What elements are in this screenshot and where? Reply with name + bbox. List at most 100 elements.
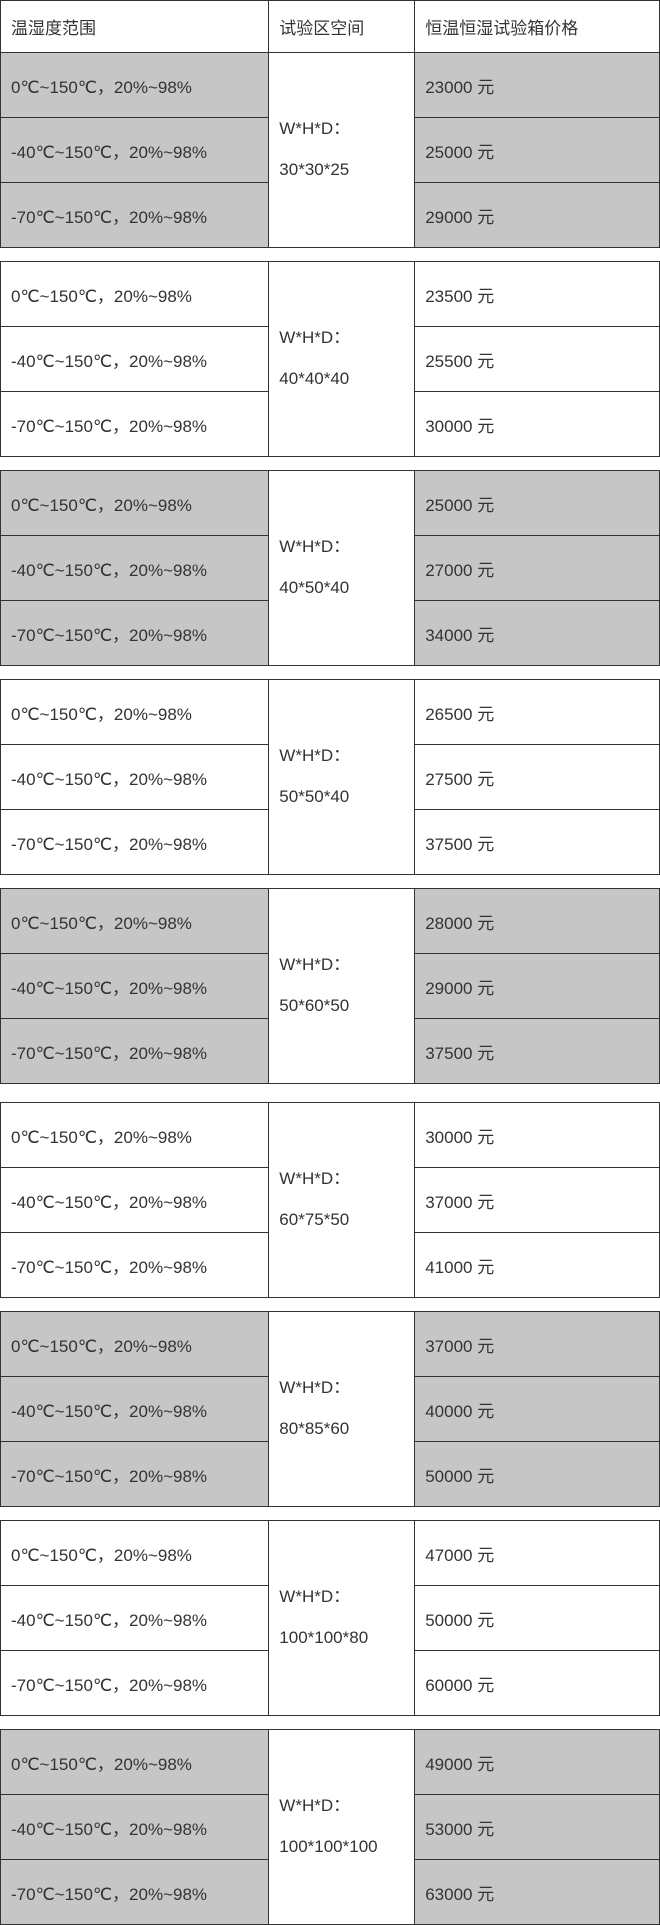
pricing-table-b: 0℃~150℃，20%~98%W*H*D：60*75*5030000 元-40℃… [0, 1102, 660, 1925]
price-cell: 27500 元 [415, 745, 660, 810]
table-row: 0℃~150℃，20%~98%W*H*D：80*85*6037000 元 [1, 1312, 660, 1377]
range-cell: -70℃~150℃，20%~98% [1, 392, 269, 457]
space-cell: W*H*D：60*75*50 [269, 1103, 415, 1298]
price-cell: 37500 元 [415, 1019, 660, 1084]
price-cell: 50000 元 [415, 1442, 660, 1507]
price-cell: 25000 元 [415, 118, 660, 183]
space-cell: W*H*D：30*30*25 [269, 53, 415, 248]
space-prefix: W*H*D： [279, 318, 404, 359]
space-dim: 40*40*40 [279, 359, 404, 400]
range-cell: -40℃~150℃，20%~98% [1, 536, 269, 601]
table-row: 0℃~150℃，20%~98%W*H*D：30*30*2523000 元 [1, 53, 660, 118]
range-cell: -70℃~150℃，20%~98% [1, 1019, 269, 1084]
space-cell: W*H*D：50*50*40 [269, 680, 415, 875]
space-cell: W*H*D：50*60*50 [269, 889, 415, 1084]
space-cell: W*H*D：100*100*80 [269, 1521, 415, 1716]
space-dim: 40*50*40 [279, 568, 404, 609]
group-gap [1, 1298, 660, 1312]
range-cell: 0℃~150℃，20%~98% [1, 889, 269, 954]
table-row: 0℃~150℃，20%~98%W*H*D：50*50*4026500 元 [1, 680, 660, 745]
price-cell: 30000 元 [415, 1103, 660, 1168]
space-dim: 100*100*80 [279, 1618, 404, 1659]
range-cell: 0℃~150℃，20%~98% [1, 53, 269, 118]
space-dim: 60*75*50 [279, 1200, 404, 1241]
group-gap [1, 248, 660, 262]
price-cell: 34000 元 [415, 601, 660, 666]
space-dim: 100*100*100 [279, 1827, 404, 1868]
price-cell: 26500 元 [415, 680, 660, 745]
range-cell: -70℃~150℃，20%~98% [1, 183, 269, 248]
header-price: 恒温恒湿试验箱价格 [415, 1, 660, 53]
range-cell: 0℃~150℃，20%~98% [1, 1521, 269, 1586]
space-cell: W*H*D：40*50*40 [269, 471, 415, 666]
space-prefix: W*H*D： [279, 527, 404, 568]
space-prefix: W*H*D： [279, 1786, 404, 1827]
space-dim: 80*85*60 [279, 1409, 404, 1450]
price-cell: 23500 元 [415, 262, 660, 327]
space-dim: 50*60*50 [279, 986, 404, 1027]
price-cell: 30000 元 [415, 392, 660, 457]
range-cell: -70℃~150℃，20%~98% [1, 1860, 269, 1925]
range-cell: 0℃~150℃，20%~98% [1, 1103, 269, 1168]
price-cell: 37500 元 [415, 810, 660, 875]
range-cell: -70℃~150℃，20%~98% [1, 810, 269, 875]
range-cell: -70℃~150℃，20%~98% [1, 601, 269, 666]
price-cell: 25000 元 [415, 471, 660, 536]
range-cell: -40℃~150℃，20%~98% [1, 327, 269, 392]
price-cell: 47000 元 [415, 1521, 660, 1586]
range-cell: 0℃~150℃，20%~98% [1, 1730, 269, 1795]
range-cell: -40℃~150℃，20%~98% [1, 954, 269, 1019]
header-range: 温湿度范围 [1, 1, 269, 53]
price-cell: 23000 元 [415, 53, 660, 118]
range-cell: -40℃~150℃，20%~98% [1, 1168, 269, 1233]
price-cell: 29000 元 [415, 183, 660, 248]
table-row: 0℃~150℃，20%~98%W*H*D：40*50*4025000 元 [1, 471, 660, 536]
price-cell: 37000 元 [415, 1168, 660, 1233]
space-prefix: W*H*D： [279, 109, 404, 150]
table-row: 0℃~150℃，20%~98%W*H*D：100*100*8047000 元 [1, 1521, 660, 1586]
price-cell: 25500 元 [415, 327, 660, 392]
range-cell: -70℃~150℃，20%~98% [1, 1233, 269, 1298]
price-cell: 60000 元 [415, 1651, 660, 1716]
range-cell: 0℃~150℃，20%~98% [1, 680, 269, 745]
header-space: 试验区空间 [269, 1, 415, 53]
group-gap [1, 666, 660, 680]
table-row: 0℃~150℃，20%~98%W*H*D：40*40*4023500 元 [1, 262, 660, 327]
space-cell: W*H*D：40*40*40 [269, 262, 415, 457]
price-cell: 27000 元 [415, 536, 660, 601]
range-cell: 0℃~150℃，20%~98% [1, 262, 269, 327]
range-cell: 0℃~150℃，20%~98% [1, 471, 269, 536]
space-dim: 30*30*25 [279, 150, 404, 191]
range-cell: -40℃~150℃，20%~98% [1, 745, 269, 810]
range-cell: -70℃~150℃，20%~98% [1, 1651, 269, 1716]
table-header-row: 温湿度范围 试验区空间 恒温恒湿试验箱价格 [1, 1, 660, 53]
price-cell: 28000 元 [415, 889, 660, 954]
pricing-table-a: 温湿度范围 试验区空间 恒温恒湿试验箱价格 0℃~150℃，20%~98%W*H… [0, 0, 660, 1084]
price-cell: 49000 元 [415, 1730, 660, 1795]
group-gap [1, 1716, 660, 1730]
range-cell: -40℃~150℃，20%~98% [1, 1377, 269, 1442]
space-dim: 50*50*40 [279, 777, 404, 818]
price-cell: 37000 元 [415, 1312, 660, 1377]
price-cell: 40000 元 [415, 1377, 660, 1442]
range-cell: -70℃~150℃，20%~98% [1, 1442, 269, 1507]
space-prefix: W*H*D： [279, 1159, 404, 1200]
table-row: 0℃~150℃，20%~98%W*H*D：100*100*10049000 元 [1, 1730, 660, 1795]
section-gap [0, 1084, 660, 1102]
group-gap [1, 457, 660, 471]
price-cell: 29000 元 [415, 954, 660, 1019]
price-cell: 63000 元 [415, 1860, 660, 1925]
range-cell: -40℃~150℃，20%~98% [1, 1586, 269, 1651]
table-row: 0℃~150℃，20%~98%W*H*D：60*75*5030000 元 [1, 1103, 660, 1168]
price-cell: 50000 元 [415, 1586, 660, 1651]
group-gap [1, 1507, 660, 1521]
space-cell: W*H*D：80*85*60 [269, 1312, 415, 1507]
group-gap [1, 875, 660, 889]
space-cell: W*H*D：100*100*100 [269, 1730, 415, 1925]
space-prefix: W*H*D： [279, 1577, 404, 1618]
price-cell: 41000 元 [415, 1233, 660, 1298]
range-cell: -40℃~150℃，20%~98% [1, 118, 269, 183]
table-row: 0℃~150℃，20%~98%W*H*D：50*60*5028000 元 [1, 889, 660, 954]
price-cell: 53000 元 [415, 1795, 660, 1860]
space-prefix: W*H*D： [279, 1368, 404, 1409]
